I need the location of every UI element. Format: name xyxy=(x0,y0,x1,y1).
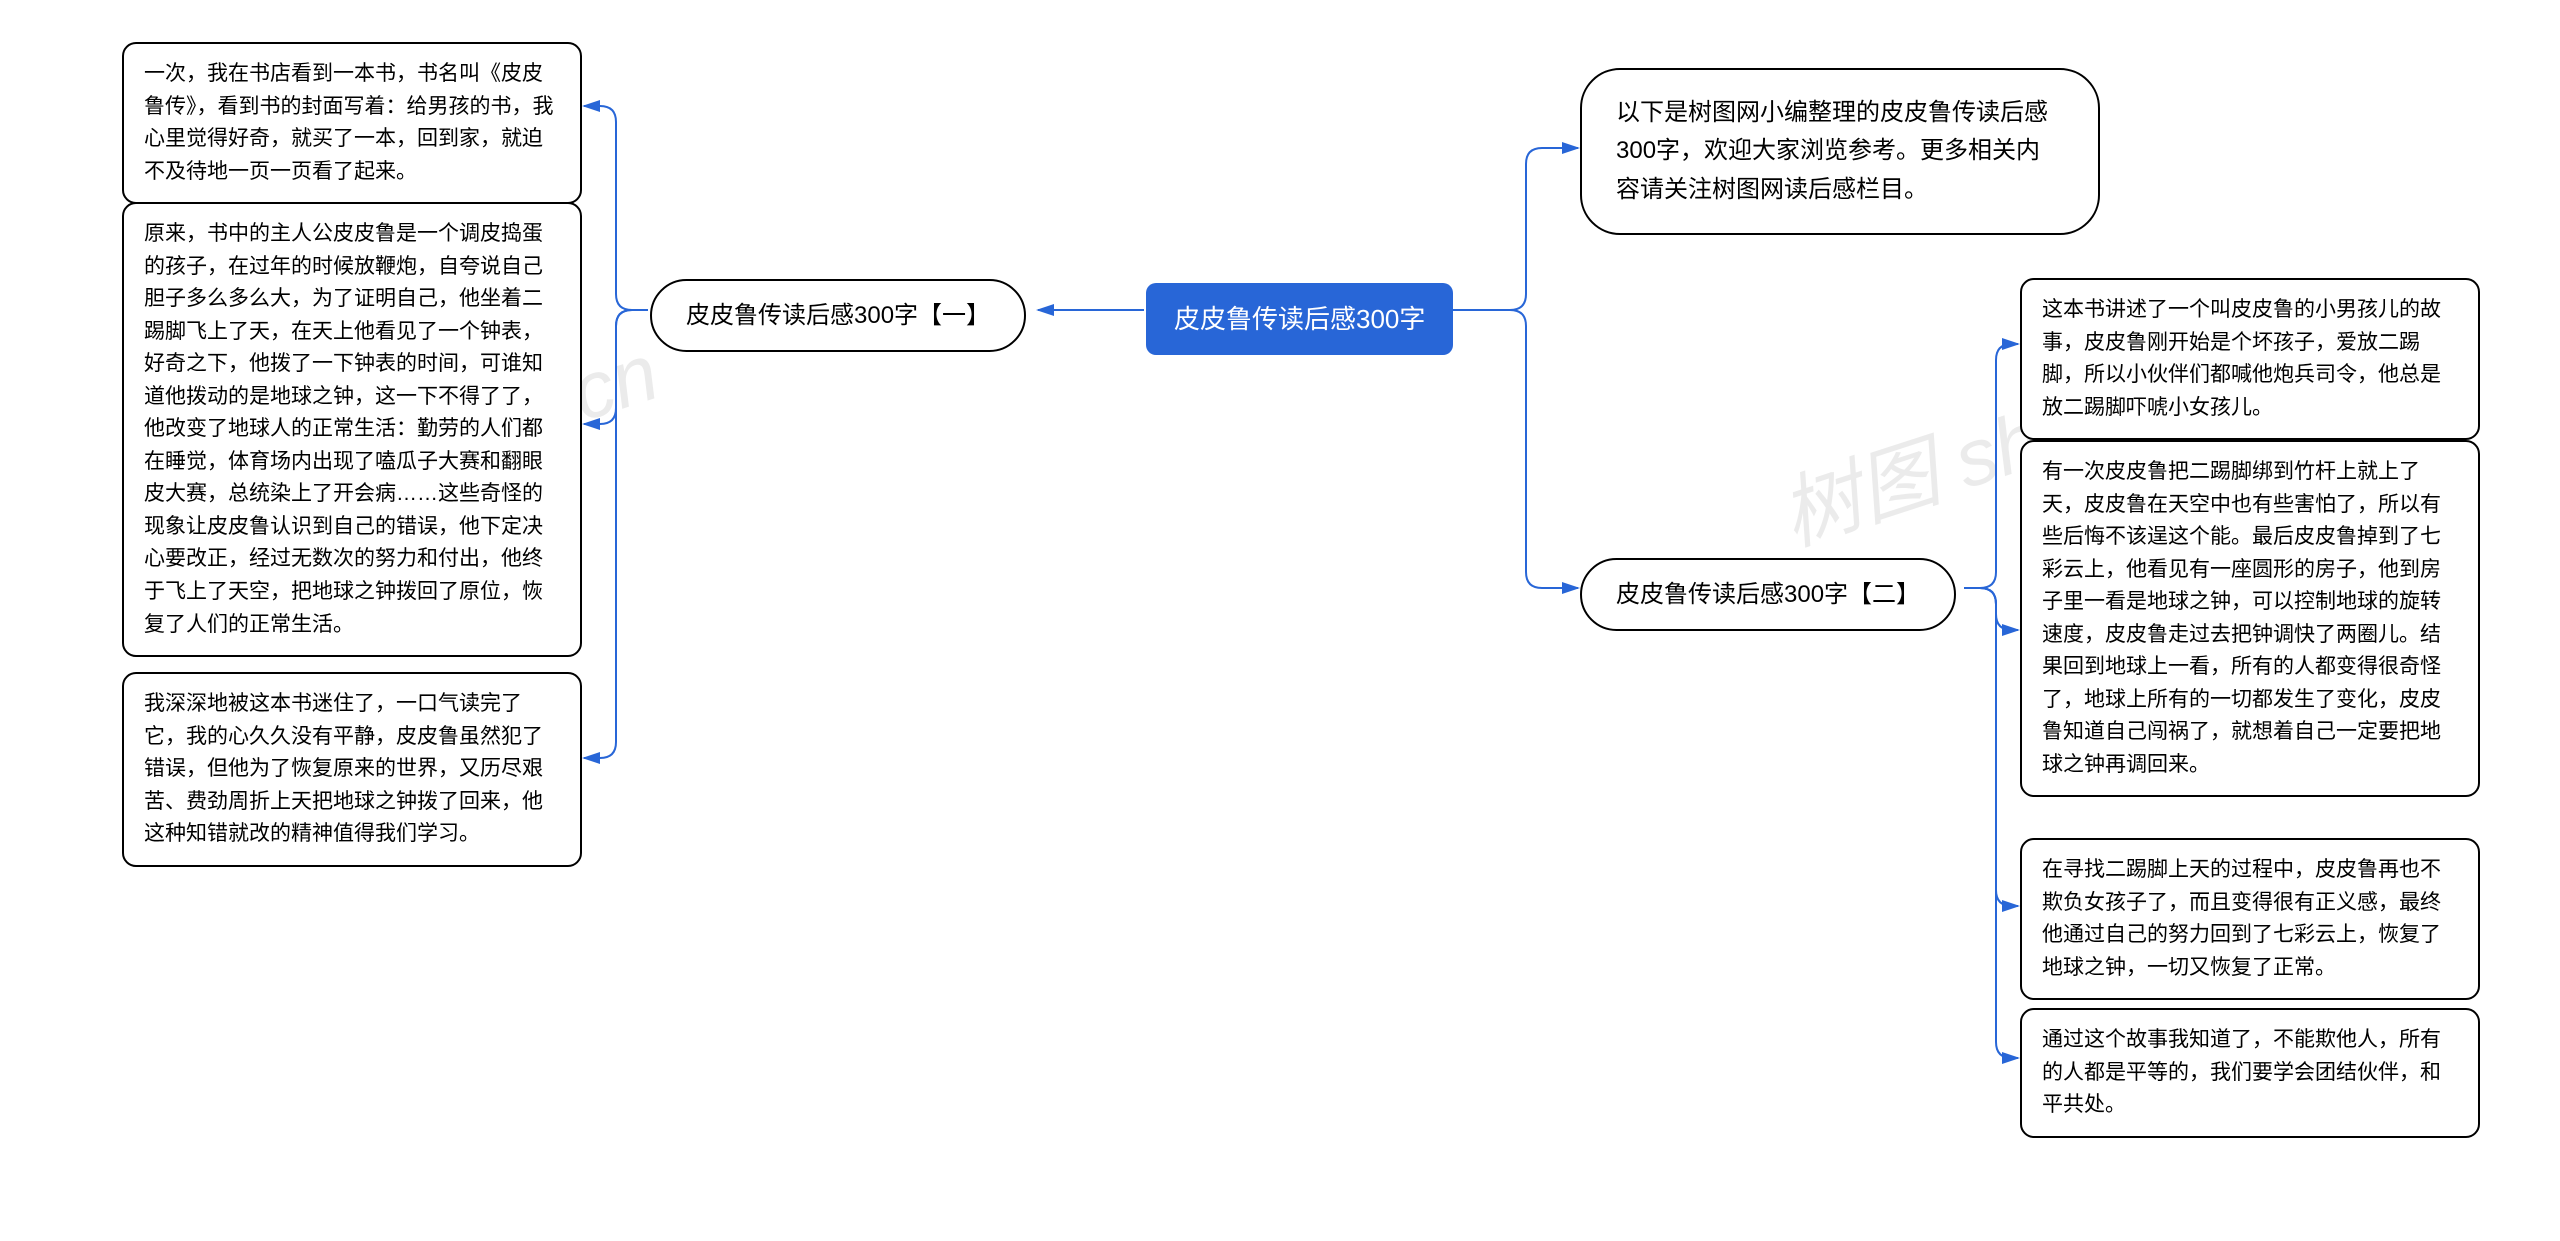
root-label: 皮皮鲁传读后感300字 xyxy=(1174,304,1425,334)
section1-item-1-text: 一次，我在书店看到一本书，书名叫《皮皮鲁传》，看到书的封面写着：给男孩的书，我心… xyxy=(144,62,554,183)
intro-text: 以下是树图网小编整理的皮皮鲁传读后感300字，欢迎大家浏览参考。更多相关内容请关… xyxy=(1616,99,2048,203)
section2-title-text: 皮皮鲁传读后感300字【二】 xyxy=(1616,581,1920,608)
section2-title: 皮皮鲁传读后感300字【二】 xyxy=(1580,558,1956,631)
section2-item-2: 有一次皮皮鲁把二踢脚绑到竹杆上就上了天，皮皮鲁在天空中也有些害怕了，所以有些后悔… xyxy=(2020,440,2480,797)
section2-item-2-text: 有一次皮皮鲁把二踢脚绑到竹杆上就上了天，皮皮鲁在天空中也有些害怕了，所以有些后悔… xyxy=(2042,460,2441,776)
section2-item-3-text: 在寻找二踢脚上天的过程中，皮皮鲁再也不欺负女孩子了，而且变得很有正义感，最终他通… xyxy=(2042,858,2441,979)
section2-item-4-text: 通过这个故事我知道了，不能欺他人，所有的人都是平等的，我们要学会团结伙伴，和平共… xyxy=(2042,1028,2441,1116)
section1-item-2-text: 原来，书中的主人公皮皮鲁是一个调皮捣蛋的孩子，在过年的时候放鞭炮，自夸说自己胆子… xyxy=(144,222,543,636)
intro-node: 以下是树图网小编整理的皮皮鲁传读后感300字，欢迎大家浏览参考。更多相关内容请关… xyxy=(1580,68,2100,235)
section1-item-2: 原来，书中的主人公皮皮鲁是一个调皮捣蛋的孩子，在过年的时候放鞭炮，自夸说自己胆子… xyxy=(122,202,582,657)
section1-item-3-text: 我深深地被这本书迷住了，一口气读完了它，我的心久久没有平静，皮皮鲁虽然犯了错误，… xyxy=(144,692,543,845)
root-node: 皮皮鲁传读后感300字 xyxy=(1146,283,1453,355)
section2-item-4: 通过这个故事我知道了，不能欺他人，所有的人都是平等的，我们要学会团结伙伴，和平共… xyxy=(2020,1008,2480,1138)
section1-item-3: 我深深地被这本书迷住了，一口气读完了它，我的心久久没有平静，皮皮鲁虽然犯了错误，… xyxy=(122,672,582,867)
section1-title-text: 皮皮鲁传读后感300字【一】 xyxy=(686,302,990,329)
section2-item-3: 在寻找二踢脚上天的过程中，皮皮鲁再也不欺负女孩子了，而且变得很有正义感，最终他通… xyxy=(2020,838,2480,1000)
section1-item-1: 一次，我在书店看到一本书，书名叫《皮皮鲁传》，看到书的封面写着：给男孩的书，我心… xyxy=(122,42,582,204)
section1-title: 皮皮鲁传读后感300字【一】 xyxy=(650,279,1026,352)
section2-item-1-text: 这本书讲述了一个叫皮皮鲁的小男孩儿的故事，皮皮鲁刚开始是个坏孩子，爱放二踢脚，所… xyxy=(2042,298,2441,419)
section2-item-1: 这本书讲述了一个叫皮皮鲁的小男孩儿的故事，皮皮鲁刚开始是个坏孩子，爱放二踢脚，所… xyxy=(2020,278,2480,440)
